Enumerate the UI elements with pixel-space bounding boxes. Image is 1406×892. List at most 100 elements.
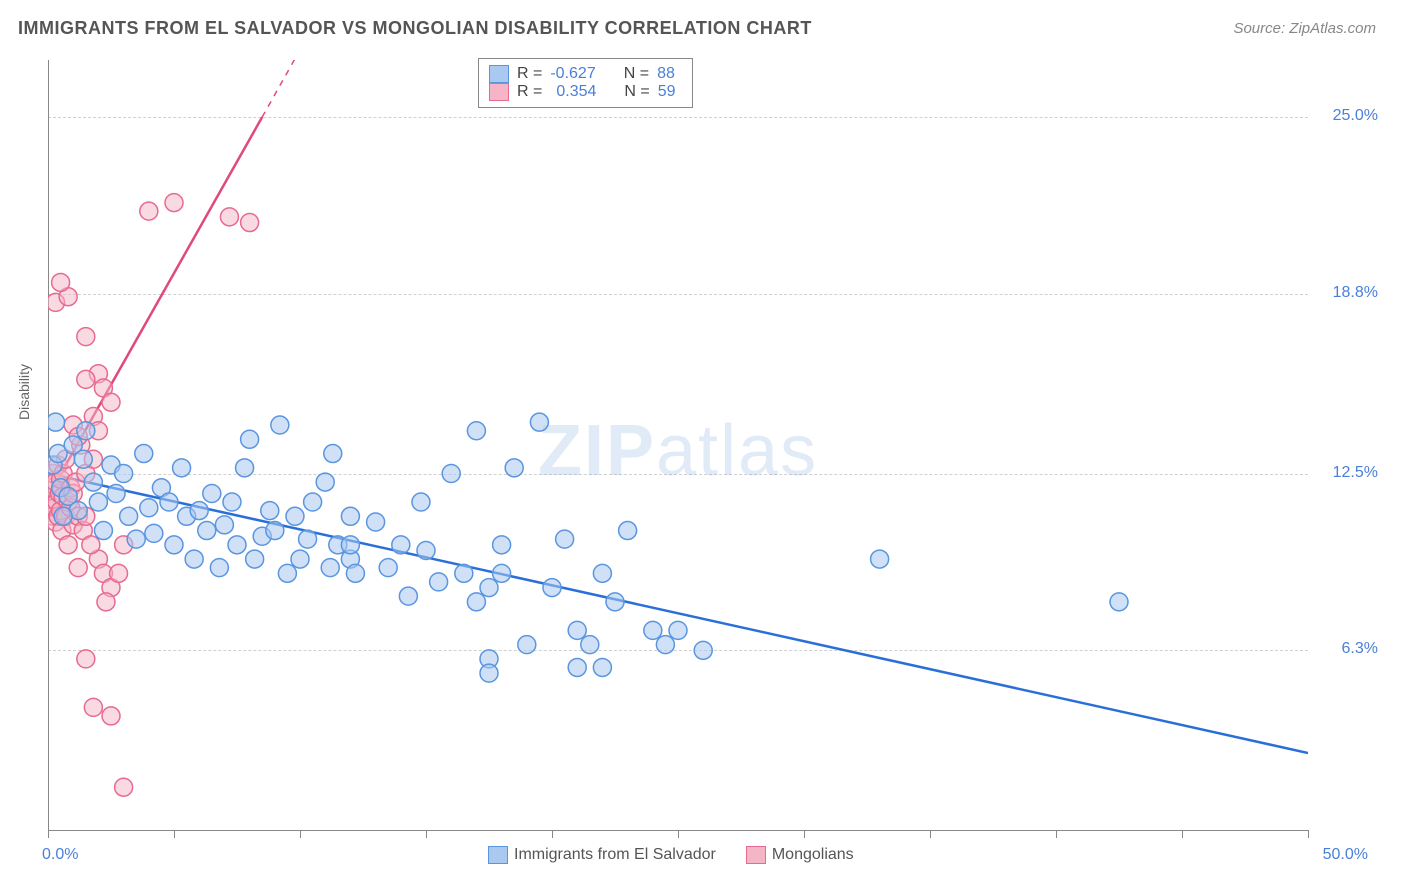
point-a — [871, 550, 889, 568]
point-b — [140, 202, 158, 220]
point-a — [379, 559, 397, 577]
point-a — [120, 507, 138, 525]
point-a — [145, 524, 163, 542]
ytick-label: 18.8% — [1333, 284, 1378, 302]
point-b — [97, 593, 115, 611]
scatter-plot — [48, 60, 1308, 830]
chart-title: IMMIGRANTS FROM EL SALVADOR VS MONGOLIAN… — [18, 18, 812, 39]
trendline-a — [48, 474, 1308, 753]
point-a — [203, 484, 221, 502]
xtick — [426, 830, 427, 838]
source-text: Source: ZipAtlas.com — [1233, 20, 1376, 37]
point-a — [223, 493, 241, 511]
plot-area: 6.3%12.5%18.8%25.0%0.0%50.0% — [48, 60, 1308, 830]
point-a — [198, 522, 216, 540]
point-a — [493, 536, 511, 554]
legend-swatch-b2 — [746, 846, 766, 864]
point-a — [304, 493, 322, 511]
point-a — [215, 516, 233, 534]
point-a — [367, 513, 385, 531]
point-b — [102, 393, 120, 411]
point-b — [59, 536, 77, 554]
point-a — [94, 522, 112, 540]
series-b-name: Mongolians — [772, 846, 854, 864]
point-a — [246, 550, 264, 568]
point-a — [568, 621, 586, 639]
point-a — [480, 664, 498, 682]
point-b — [69, 559, 87, 577]
point-a — [518, 636, 536, 654]
point-b — [102, 707, 120, 725]
point-a — [299, 530, 317, 548]
point-a — [261, 502, 279, 520]
point-a — [669, 621, 687, 639]
series-legend: Immigrants from El Salvador Mongolians — [488, 846, 854, 864]
point-a — [160, 493, 178, 511]
legend-swatch-a — [489, 65, 509, 83]
xtick-label-right: 50.0% — [1323, 846, 1368, 864]
chart-container: ZIPatlas R = -0.627 N = 88 R = 0.354 N =… — [48, 60, 1308, 830]
point-a — [399, 587, 417, 605]
point-a — [115, 465, 133, 483]
point-a — [346, 564, 364, 582]
point-a — [286, 507, 304, 525]
point-b — [110, 564, 128, 582]
xtick — [1182, 830, 1183, 838]
point-a — [135, 445, 153, 463]
point-a — [185, 550, 203, 568]
xtick — [678, 830, 679, 838]
series-a-name: Immigrants from El Salvador — [514, 846, 716, 864]
point-a — [656, 636, 674, 654]
xtick — [1308, 830, 1309, 838]
point-a — [593, 658, 611, 676]
xtick-label-left: 0.0% — [42, 846, 78, 864]
point-a — [266, 522, 284, 540]
y-axis-label: Disability — [16, 364, 32, 420]
point-a — [467, 593, 485, 611]
correlation-legend: R = -0.627 N = 88 R = 0.354 N = 59 — [478, 58, 693, 108]
point-a — [581, 636, 599, 654]
point-a — [316, 473, 334, 491]
point-b — [52, 273, 70, 291]
point-a — [228, 536, 246, 554]
point-a — [127, 530, 145, 548]
point-b — [77, 650, 95, 668]
point-a — [644, 621, 662, 639]
trendline-b-dash — [262, 60, 350, 117]
point-a — [107, 484, 125, 502]
point-a — [74, 450, 92, 468]
point-a — [341, 507, 359, 525]
point-b — [115, 778, 133, 796]
xtick — [930, 830, 931, 838]
point-a — [392, 536, 410, 554]
point-a — [417, 542, 435, 560]
point-b — [77, 370, 95, 388]
point-a — [505, 459, 523, 477]
xtick — [552, 830, 553, 838]
point-a — [190, 502, 208, 520]
point-a — [89, 493, 107, 511]
xtick — [804, 830, 805, 838]
point-a — [412, 493, 430, 511]
point-a — [430, 573, 448, 591]
legend-swatch-b — [489, 83, 509, 101]
point-b — [165, 194, 183, 212]
point-b — [84, 698, 102, 716]
point-a — [271, 416, 289, 434]
point-a — [278, 564, 296, 582]
point-a — [236, 459, 254, 477]
point-a — [442, 465, 460, 483]
point-a — [694, 641, 712, 659]
point-a — [54, 507, 72, 525]
point-a — [455, 564, 473, 582]
point-a — [467, 422, 485, 440]
point-a — [140, 499, 158, 517]
xtick — [1056, 830, 1057, 838]
point-a — [493, 564, 511, 582]
xtick — [48, 830, 49, 838]
point-a — [556, 530, 574, 548]
point-a — [173, 459, 191, 477]
point-a — [84, 473, 102, 491]
point-a — [210, 559, 228, 577]
point-a — [543, 579, 561, 597]
